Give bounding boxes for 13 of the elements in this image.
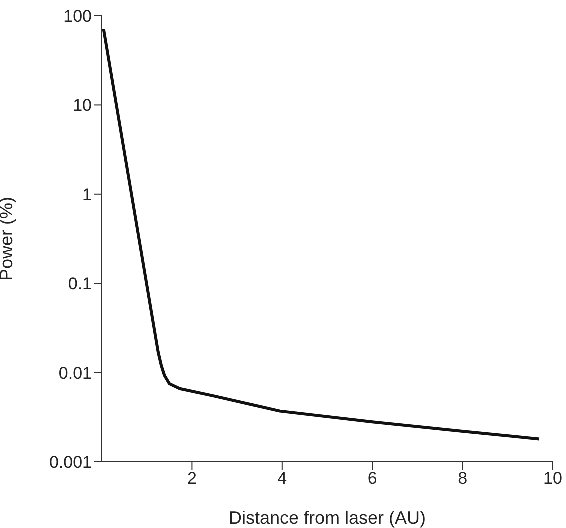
line-series bbox=[102, 28, 541, 441]
y-tick-label: 100 bbox=[64, 7, 92, 26]
x-tick-label: 8 bbox=[458, 469, 468, 488]
y-tick-label: 10 bbox=[73, 96, 92, 116]
x-tick-label: 2 bbox=[187, 469, 197, 488]
y-tick-label: 0.01 bbox=[58, 364, 92, 383]
x-tick-label: 6 bbox=[368, 469, 378, 488]
x-tick-label: 10 bbox=[544, 469, 562, 488]
y-tick-label: 1 bbox=[82, 185, 92, 204]
y-tick-label: 0.1 bbox=[68, 274, 92, 294]
x-axis-title: Distance from laser (AU) bbox=[228, 508, 426, 528]
x-tick-label: 4 bbox=[278, 469, 288, 488]
y-tick-label: 0.001 bbox=[49, 453, 92, 472]
